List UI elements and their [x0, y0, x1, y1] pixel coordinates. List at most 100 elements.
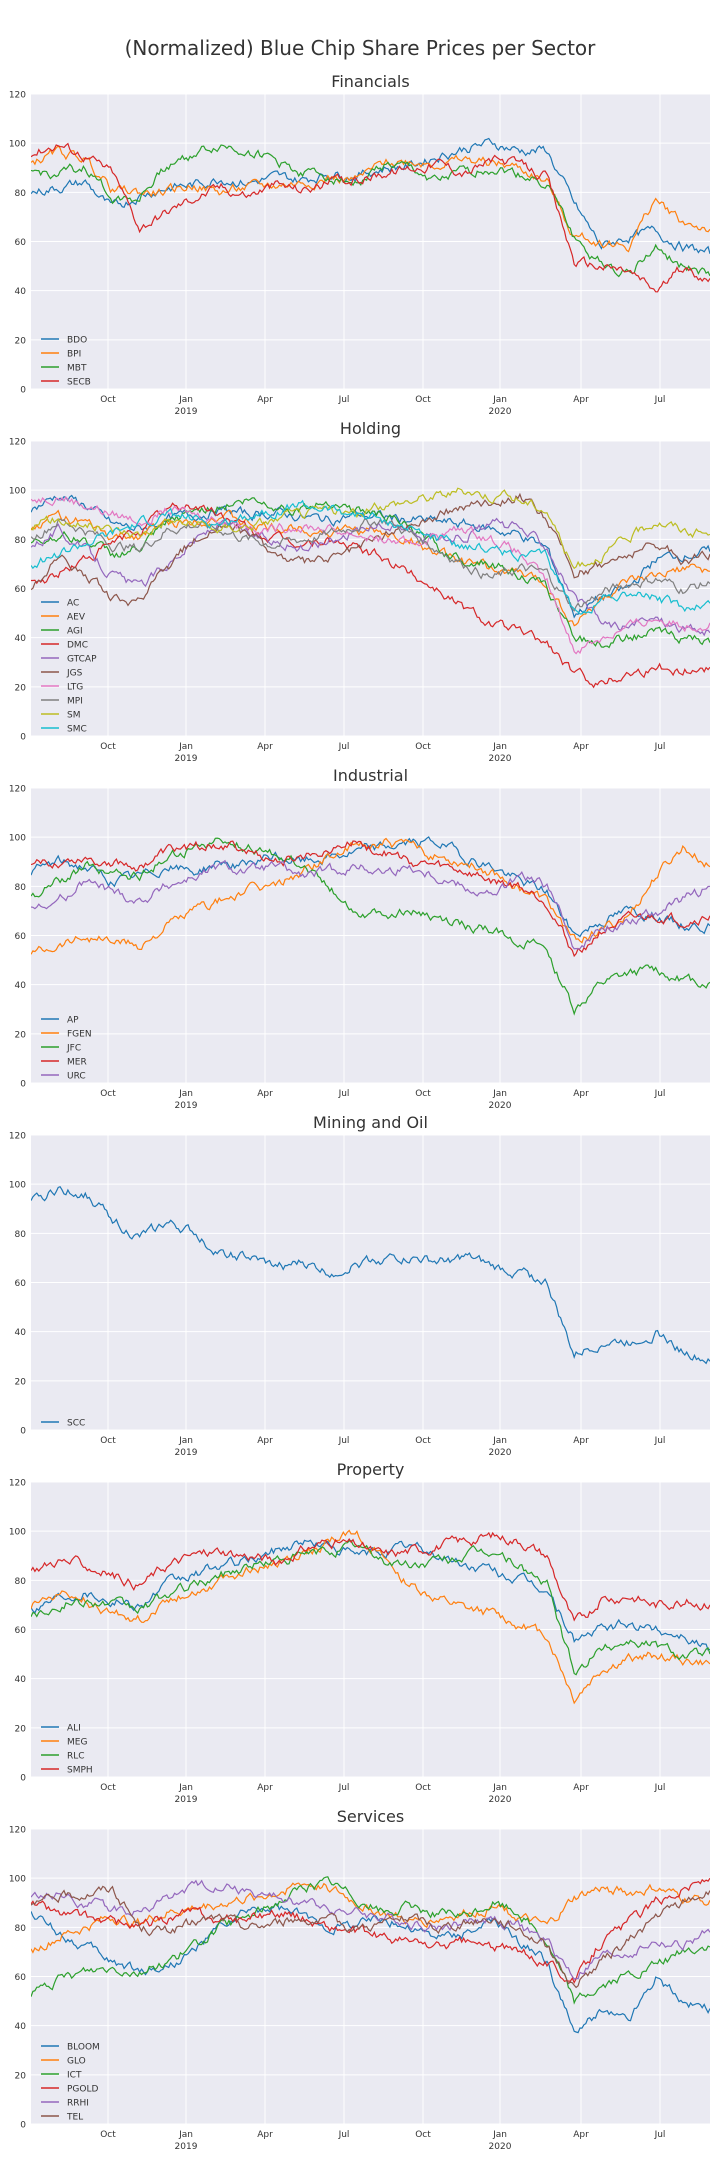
y-tick-label: 40 [15, 2022, 27, 2032]
subplot-3: 0 20 40 60 80 100 120 Oct Jan 2019 Apr Jul Oct Jan 202… [9, 1113, 710, 1458]
x-tick-label: Jan [492, 742, 507, 752]
x-tick-label: Oct [100, 2130, 116, 2140]
y-tick-label: 40 [15, 287, 27, 297]
series-line-meg [31, 1529, 710, 1705]
y-tick-label: 0 [20, 386, 26, 396]
series-line-pgold [31, 1877, 710, 1984]
series-line-ltg [31, 496, 710, 655]
x-tick-label: Jul [654, 1783, 666, 1793]
x-tick-label: Apr [573, 1089, 589, 1099]
y-tick-label: 40 [15, 1675, 27, 1685]
legend-label: SECB [67, 378, 91, 388]
x-tick-label: Apr [573, 395, 589, 405]
series-line-urc [31, 859, 710, 950]
y-tick-label: 80 [15, 1577, 27, 1587]
x-tick-label: Oct [100, 1436, 116, 1446]
legend-label: MER [67, 1058, 87, 1068]
series-line-bpi [31, 145, 710, 253]
y-tick-label: 60 [15, 932, 27, 942]
y-tick-label: 20 [15, 683, 27, 693]
x-tick-label: Jan [492, 1783, 507, 1793]
y-tick-label: 20 [15, 1030, 27, 1040]
x-tick-label: Apr [257, 1436, 273, 1446]
x-tick-label: Oct [100, 395, 116, 405]
subplot-2: 0 20 40 60 80 100 120 Oct Jan 2019 Apr Jul Oct Jan 202… [9, 766, 710, 1111]
legend-label: SCC [67, 1419, 85, 1429]
legend-label: AP [67, 1016, 79, 1026]
y-tick-label: 40 [15, 634, 27, 644]
y-tick-label: 60 [15, 238, 27, 248]
legend-label: MPI [67, 697, 83, 707]
x-tick-year-label: 2020 [489, 2142, 512, 2152]
subplot-4: 0 20 40 60 80 100 120 Oct Jan 2019 Apr Jul Oct Jan 202… [9, 1460, 710, 1805]
x-tick-year-label: 2019 [175, 754, 198, 764]
y-tick-label: 60 [15, 585, 27, 595]
x-tick-label: Oct [415, 742, 431, 752]
x-tick-label: Oct [415, 1436, 431, 1446]
x-tick-label: Jan [492, 1436, 507, 1446]
series-line-mpi [31, 518, 710, 612]
subplot-1: 0 20 40 60 80 100 120 Oct Jan 2019 Apr Jul Oct Jan 202… [9, 419, 710, 764]
y-tick-label: 120 [9, 1132, 26, 1142]
series-line-jgs [31, 492, 710, 607]
y-tick-label: 60 [15, 1279, 27, 1289]
x-tick-year-label: 2019 [175, 407, 198, 417]
legend-label: RLC [67, 1752, 85, 1762]
x-tick-year-label: 2020 [489, 1795, 512, 1805]
x-tick-label: Jul [338, 395, 350, 405]
series-line-jfc [31, 837, 710, 1016]
legend-label: GTCAP [67, 655, 97, 665]
x-tick-label: Apr [573, 2130, 589, 2140]
legend-label: SMPH [67, 1766, 93, 1776]
subplot-title: Financials [331, 72, 409, 91]
x-tick-year-label: 2020 [489, 754, 512, 764]
x-tick-label: Oct [100, 1089, 116, 1099]
y-tick-label: 0 [20, 733, 26, 743]
legend-label: BPI [67, 350, 81, 360]
y-tick-label: 120 [9, 1479, 26, 1489]
series-line-mer [31, 840, 710, 958]
x-tick-label: Jul [338, 1089, 350, 1099]
y-tick-label: 100 [9, 1528, 26, 1538]
y-tick-label: 100 [9, 1181, 26, 1191]
legend-label: BLOOM [67, 2043, 100, 2053]
y-tick-label: 80 [15, 1230, 27, 1240]
x-tick-label: Apr [573, 742, 589, 752]
y-tick-label: 40 [15, 1328, 27, 1338]
subplot-title: Holding [340, 419, 401, 438]
legend-label: GLO [67, 2057, 86, 2067]
x-tick-label: Oct [415, 2130, 431, 2140]
figure-title: (Normalized) Blue Chip Share Prices per … [124, 36, 596, 60]
x-tick-label: Jul [338, 742, 350, 752]
x-tick-year-label: 2020 [489, 407, 512, 417]
x-tick-label: Jan [492, 2130, 507, 2140]
y-tick-label: 20 [15, 1377, 27, 1387]
x-tick-label: Oct [415, 1089, 431, 1099]
x-tick-label: Oct [100, 742, 116, 752]
x-tick-label: Jan [492, 395, 507, 405]
y-tick-label: 60 [15, 1626, 27, 1636]
x-tick-label: Jan [178, 742, 193, 752]
subplot-5: 0 20 40 60 80 100 120 Oct Jan 2019 Apr Jul Oct Jan 202… [9, 1807, 710, 2152]
series-line-secb [31, 142, 710, 293]
x-tick-label: Jul [654, 742, 666, 752]
x-tick-label: Jul [654, 1089, 666, 1099]
series-line-mbt [31, 144, 710, 278]
x-tick-label: Jan [178, 1436, 193, 1446]
legend-label: LTG [67, 683, 83, 693]
y-tick-label: 0 [20, 1080, 26, 1090]
x-tick-label: Jan [178, 1089, 193, 1099]
x-tick-label: Jan [178, 395, 193, 405]
legend-label: AEV [67, 613, 86, 623]
series-line-sm [31, 487, 710, 570]
y-tick-label: 0 [20, 2121, 26, 2131]
y-tick-label: 100 [9, 834, 26, 844]
y-tick-label: 80 [15, 189, 27, 199]
legend-label: MBT [67, 364, 87, 374]
x-tick-year-label: 2020 [489, 1448, 512, 1458]
y-tick-label: 20 [15, 1724, 27, 1734]
x-tick-year-label: 2019 [175, 1795, 198, 1805]
legend-label: BDO [67, 336, 87, 346]
legend-label: MEG [67, 1738, 87, 1748]
